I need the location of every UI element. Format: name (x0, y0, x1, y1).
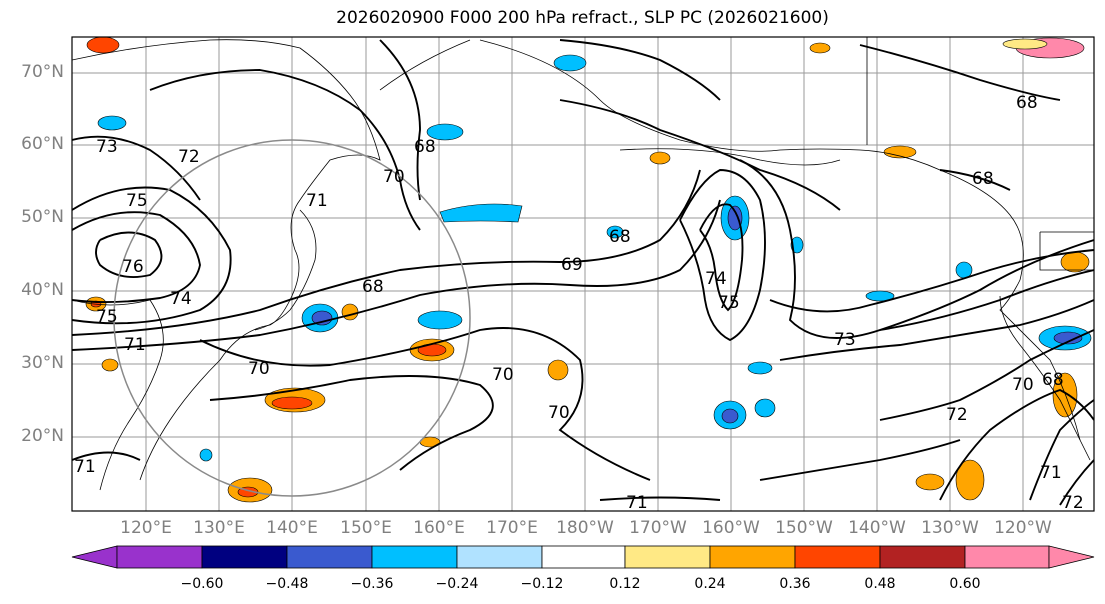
lat-label: 40°N (21, 280, 64, 300)
colorbar-tick-label: −0.60 (180, 576, 224, 592)
colorbar-segment (371, 545, 458, 569)
lat-label: 20°N (21, 426, 64, 446)
lon-label: 120°E (120, 518, 172, 538)
contour-label: 71 (626, 493, 648, 513)
map-plot-area: 73 72 75 76 74 75 71 70 68 71 68 70 69 6… (72, 37, 1094, 513)
colorbar-tick-label: 0.48 (864, 576, 896, 592)
contour-label: 68 (609, 227, 631, 247)
lat-label: 60°N (21, 134, 64, 154)
colorbar-tick-label: 0.24 (694, 576, 726, 592)
contour-label: 70 (248, 359, 270, 379)
lon-label: 150°E (340, 518, 392, 538)
colorbar-tick-label: −0.48 (265, 576, 309, 592)
colorbar (71, 545, 1095, 569)
contour-label: 71 (74, 457, 96, 477)
contour-label: 68 (1042, 370, 1064, 390)
colorbar-segment (116, 545, 203, 569)
lon-label: 140°E (266, 518, 318, 538)
lon-label: 170°W (629, 518, 687, 538)
colorbar-tick-label: −0.24 (435, 576, 479, 592)
contour-label: 74 (705, 269, 727, 289)
colorbar-segment (286, 545, 373, 569)
contour-label: 71 (306, 191, 328, 211)
lon-label: 170°E (486, 518, 538, 538)
colorbar-segment (879, 545, 966, 569)
colorbar-extend-high (1048, 545, 1095, 569)
lon-label: 180°W (556, 518, 614, 538)
lat-label: 30°N (21, 353, 64, 373)
contour-label: 73 (96, 137, 118, 157)
graticule (72, 37, 1094, 511)
lat-label: 70°N (21, 62, 64, 82)
contour-label: 74 (170, 289, 192, 309)
colorbar-segment (541, 545, 626, 569)
contour-label: 72 (1062, 493, 1084, 513)
lon-label: 130°E (193, 518, 245, 538)
contour-label: 73 (834, 330, 856, 350)
lon-label: 160°W (702, 518, 760, 538)
colorbar-segment (964, 545, 1050, 569)
contour-label: 69 (561, 255, 583, 275)
contour-label: 72 (946, 405, 968, 425)
contour-label: 68 (362, 277, 384, 297)
colorbar-tick-label: 0.60 (949, 576, 981, 592)
contour-label: 71 (124, 335, 146, 355)
contour-label: 68 (414, 137, 436, 157)
contour-label: 75 (126, 191, 148, 211)
range-circle (113, 139, 471, 497)
contour-label: 70 (492, 365, 514, 385)
lon-label: 150°W (775, 518, 833, 538)
contour-label: 72 (178, 147, 200, 167)
refractivity-shading (85, 37, 1092, 503)
colorbar-segment (709, 545, 796, 569)
lon-label: 160°E (413, 518, 465, 538)
contour-label: 70 (548, 403, 570, 423)
contour-label: 76 (122, 257, 144, 277)
contour-label: 70 (1012, 375, 1034, 395)
contour-label: 68 (1016, 93, 1038, 113)
colorbar-segment (794, 545, 881, 569)
colorbar-segment (456, 545, 543, 569)
colorbar-segment (624, 545, 711, 569)
contour-label: 71 (1040, 463, 1062, 483)
contour-label: 75 (96, 307, 118, 327)
contour-label: 70 (383, 167, 405, 187)
contour-label: 68 (972, 169, 994, 189)
colorbar-tick-label: −0.12 (520, 576, 564, 592)
contour-label: 75 (718, 293, 740, 313)
lon-label: 140°W (848, 518, 906, 538)
lon-label: 130°W (921, 518, 979, 538)
lat-label: 50°N (21, 207, 64, 227)
slp-contours (72, 39, 1094, 506)
contour-label-group: 73 72 75 76 74 75 71 70 68 71 68 70 69 6… (74, 93, 1084, 513)
colorbar-segment (201, 545, 288, 569)
colorbar-tick-label: 0.12 (609, 576, 641, 592)
colorbar-tick-label: −0.36 (350, 576, 394, 592)
map-frame (71, 36, 1095, 512)
colorbar-tick-label: 0.36 (779, 576, 811, 592)
lon-label: 120°W (994, 518, 1052, 538)
coastlines (72, 37, 1094, 491)
map-title: 2026020900 F000 200 hPa refract., SLP PC… (336, 8, 829, 28)
colorbar-extend-low (71, 545, 118, 569)
